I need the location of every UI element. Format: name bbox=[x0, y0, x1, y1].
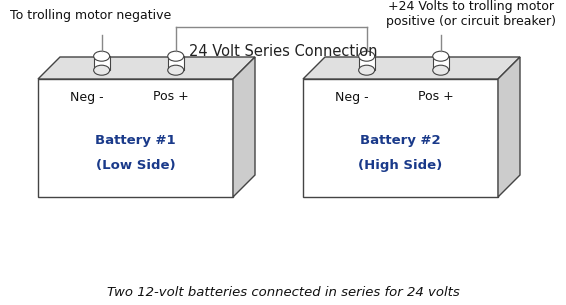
Bar bbox=[38, 79, 233, 197]
Polygon shape bbox=[498, 57, 520, 197]
Polygon shape bbox=[38, 57, 255, 79]
Text: Neg -: Neg - bbox=[335, 91, 368, 103]
Bar bbox=[93, 56, 110, 70]
Text: Battery #1: Battery #1 bbox=[95, 134, 176, 147]
Text: Pos +: Pos + bbox=[153, 91, 188, 103]
Bar bbox=[359, 56, 375, 70]
Bar bbox=[433, 56, 449, 70]
Polygon shape bbox=[233, 57, 255, 197]
Text: Pos +: Pos + bbox=[418, 91, 453, 103]
Text: Two 12-volt batteries connected in series for 24 volts: Two 12-volt batteries connected in serie… bbox=[106, 286, 460, 300]
Text: Battery #2: Battery #2 bbox=[360, 134, 441, 147]
Text: 24 Volt Series Connection: 24 Volt Series Connection bbox=[188, 45, 378, 59]
Text: (High Side): (High Side) bbox=[358, 159, 443, 172]
Text: +24 Volts to trolling motor
positive (or circuit breaker): +24 Volts to trolling motor positive (or… bbox=[386, 0, 556, 28]
Ellipse shape bbox=[168, 51, 184, 61]
Ellipse shape bbox=[93, 51, 110, 61]
Ellipse shape bbox=[93, 65, 110, 75]
Bar bbox=[168, 56, 184, 70]
Text: (Low Side): (Low Side) bbox=[96, 159, 175, 172]
Ellipse shape bbox=[168, 65, 184, 75]
Ellipse shape bbox=[359, 51, 375, 61]
Ellipse shape bbox=[359, 65, 375, 75]
Text: To trolling motor negative: To trolling motor negative bbox=[10, 9, 171, 21]
Text: Neg -: Neg - bbox=[70, 91, 104, 103]
Ellipse shape bbox=[433, 65, 449, 75]
Ellipse shape bbox=[433, 51, 449, 61]
Polygon shape bbox=[303, 57, 520, 79]
Bar bbox=[303, 79, 498, 197]
